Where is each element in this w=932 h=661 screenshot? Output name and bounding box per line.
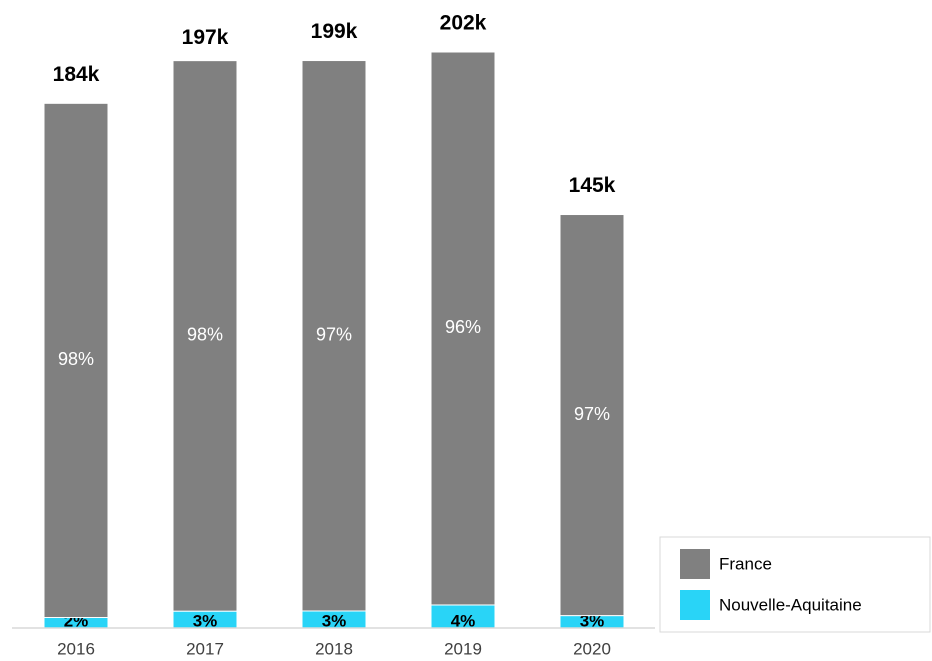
legend-label: France — [719, 554, 772, 573]
segment-label: 3% — [580, 611, 605, 630]
total-label: 197k — [182, 26, 229, 49]
legend-swatch — [680, 549, 710, 579]
legend-label: Nouvelle-Aquitaine — [719, 595, 862, 614]
bar-segment — [301, 60, 367, 612]
total-label: 202k — [440, 12, 487, 35]
segment-label: 97% — [574, 404, 610, 424]
bar-segment — [43, 102, 109, 619]
bar-segment — [559, 214, 625, 617]
segment-label: 98% — [58, 349, 94, 369]
x-tick-label: 2019 — [444, 639, 482, 658]
bar-segment — [172, 60, 238, 612]
segment-label: 98% — [187, 325, 223, 345]
total-label: 145k — [569, 174, 616, 197]
x-tick-label: 2017 — [186, 639, 224, 658]
x-tick-label: 2020 — [573, 639, 611, 658]
total-label: 184k — [53, 63, 100, 86]
bar-segment — [430, 51, 496, 606]
segment-label: 3% — [322, 611, 347, 630]
segment-label: 97% — [316, 325, 352, 345]
x-tick-label: 2018 — [315, 639, 353, 658]
segment-label: 3% — [193, 611, 218, 630]
segment-label: 4% — [451, 611, 476, 630]
legend-swatch — [680, 590, 710, 620]
segment-label: 96% — [445, 317, 481, 337]
total-label: 199k — [311, 20, 358, 43]
x-tick-label: 2016 — [57, 639, 95, 658]
